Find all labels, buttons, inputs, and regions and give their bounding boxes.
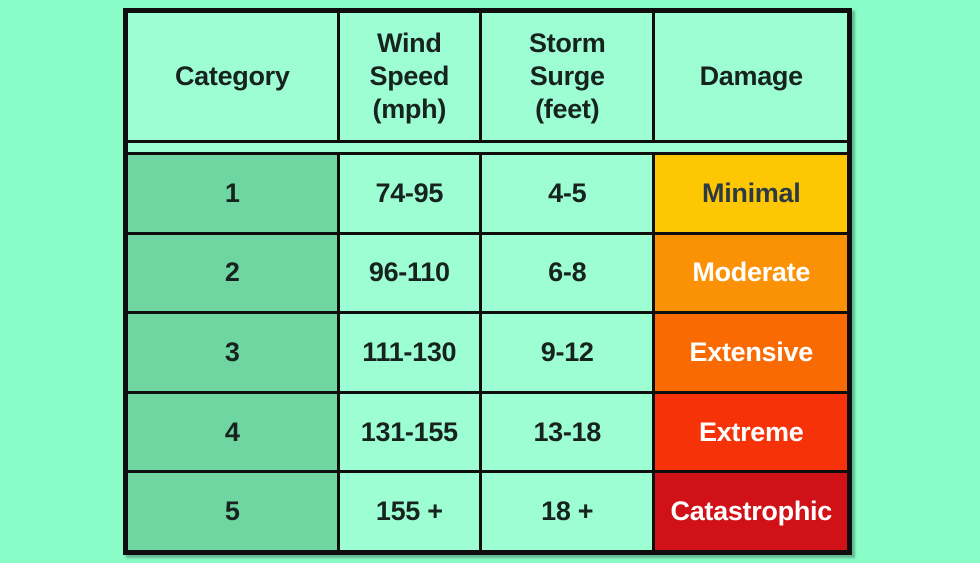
storm-surge-cell: 6-8: [481, 234, 656, 312]
column-header-wind-speed: Wind Speed (mph): [339, 13, 482, 140]
table-row-category-4: 4 131-155 13-18 Extreme: [128, 393, 847, 474]
wind-speed-cell: 74-95: [339, 155, 482, 232]
table-row-category-2: 2 96-110 6-8 Moderate: [128, 234, 847, 315]
wind-speed-cell: 155 +: [339, 473, 482, 550]
storm-surge-cell: 9-12: [481, 314, 656, 391]
damage-cell: Extensive: [655, 314, 847, 391]
storm-surge-cell: 13-18: [481, 393, 656, 471]
damage-cell: Moderate: [655, 234, 847, 312]
hurricane-category-table: Category Wind Speed (mph) Storm Surge (f…: [123, 8, 852, 555]
table-row-category-5: 5 155 + 18 + Catastrophic: [128, 473, 847, 550]
category-cell: 1: [128, 155, 340, 232]
storm-surge-cell: 4-5: [481, 155, 656, 232]
damage-cell: Minimal: [655, 155, 847, 232]
wind-speed-cell: 111-130: [339, 314, 482, 391]
table-header-row: Category Wind Speed (mph) Storm Surge (f…: [128, 13, 847, 143]
table-row-category-1: 1 74-95 4-5 Minimal: [128, 155, 847, 235]
category-cell: 2: [128, 234, 340, 312]
column-header-damage: Damage: [655, 13, 847, 140]
damage-cell: Catastrophic: [655, 473, 847, 550]
wind-speed-cell: 96-110: [339, 234, 482, 312]
header-separator-band: [128, 143, 847, 155]
wind-speed-cell: 131-155: [339, 393, 482, 471]
category-cell: 3: [128, 314, 340, 391]
damage-cell: Extreme: [655, 393, 847, 471]
column-header-storm-surge: Storm Surge (feet): [481, 13, 656, 140]
column-header-category: Category: [128, 13, 340, 140]
category-cell: 5: [128, 473, 340, 550]
storm-surge-cell: 18 +: [481, 473, 656, 550]
table-row-category-3: 3 111-130 9-12 Extensive: [128, 314, 847, 394]
category-cell: 4: [128, 393, 340, 471]
